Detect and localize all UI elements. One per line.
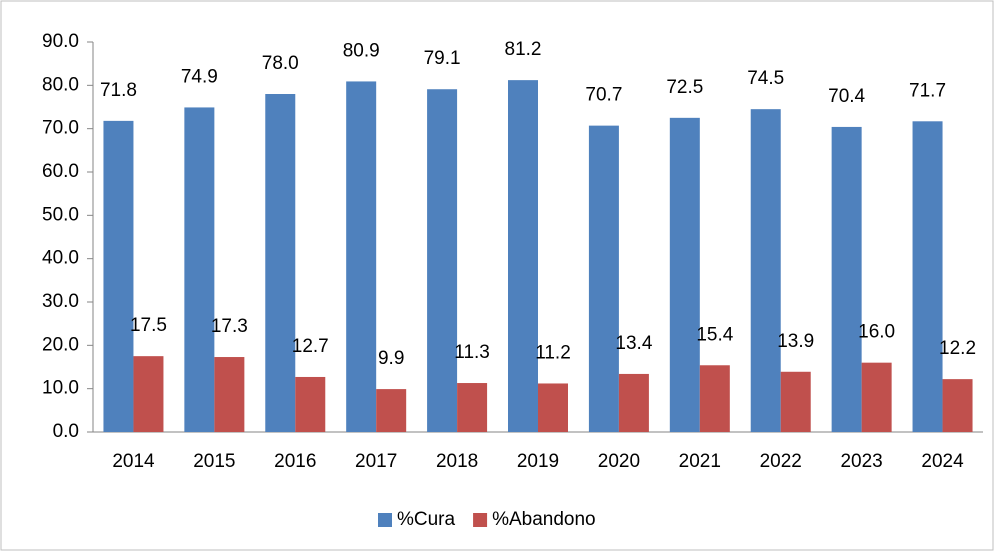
- legend-swatch: [473, 513, 488, 527]
- y-tick-label: 40.0: [42, 248, 79, 269]
- value-label: 74.5: [747, 68, 784, 89]
- x-tick-label: 2018: [436, 451, 478, 472]
- bar: [861, 362, 892, 432]
- legend-label: %Cura: [397, 509, 456, 530]
- y-tick-label: 10.0: [42, 378, 79, 399]
- bar: [214, 357, 245, 432]
- x-tick-label: 2014: [112, 451, 155, 472]
- bar: [588, 125, 619, 432]
- value-label: 72.5: [666, 77, 703, 98]
- y-tick-label: 90.0: [42, 31, 79, 52]
- bar: [457, 383, 488, 432]
- value-label: 11.2: [535, 342, 571, 363]
- value-label: 80.9: [343, 40, 380, 61]
- bar: [427, 89, 458, 432]
- bar: [265, 94, 296, 432]
- bar: [538, 383, 568, 432]
- bar: [780, 371, 811, 432]
- legend-swatch: [378, 513, 392, 527]
- value-label: 9.9: [378, 348, 404, 369]
- value-label: 11.3: [454, 342, 490, 363]
- bar: [184, 107, 215, 432]
- x-tick-label: 2023: [840, 451, 882, 472]
- y-tick-label: 50.0: [42, 204, 79, 225]
- value-label: 17.5: [130, 315, 167, 336]
- x-tick-label: 2016: [274, 451, 316, 472]
- bar: [831, 126, 862, 432]
- bar: [618, 373, 649, 432]
- x-tick-label: 2024: [921, 451, 964, 472]
- bar: [376, 389, 407, 432]
- bar: [750, 109, 781, 433]
- value-label: 71.8: [100, 80, 137, 101]
- bar: [942, 379, 973, 432]
- bar: [133, 356, 164, 432]
- value-label: 16.0: [858, 322, 895, 343]
- value-label: 13.4: [615, 333, 652, 354]
- value-label: 78.0: [262, 53, 299, 74]
- y-tick-label: 70.0: [42, 118, 79, 139]
- bar: [346, 81, 377, 432]
- x-tick-label: 2017: [355, 451, 397, 472]
- value-label: 12.2: [939, 338, 976, 359]
- value-label: 70.4: [828, 86, 865, 107]
- x-tick-label: 2020: [598, 451, 640, 472]
- y-tick-label: 0.0: [53, 421, 79, 442]
- value-label: 13.9: [777, 331, 814, 352]
- y-tick-label: 80.0: [42, 74, 79, 95]
- value-label: 12.7: [292, 336, 329, 357]
- bar: [508, 80, 538, 432]
- value-label: 70.7: [585, 85, 622, 106]
- value-label: 81.2: [505, 39, 542, 60]
- y-tick-label: 20.0: [42, 334, 79, 355]
- bar: [295, 376, 326, 432]
- x-tick-label: 2015: [193, 451, 235, 472]
- value-label: 79.1: [424, 48, 461, 69]
- bar: [699, 365, 730, 432]
- x-tick-label: 2019: [517, 451, 559, 472]
- legend-label: %Abandono: [492, 509, 596, 530]
- value-label: 17.3: [211, 316, 248, 337]
- x-tick-label: 2022: [760, 451, 802, 472]
- bar: [103, 120, 134, 432]
- value-label: 71.7: [909, 80, 946, 101]
- value-label: 15.4: [696, 324, 733, 345]
- x-tick-label: 2021: [679, 451, 721, 472]
- bar: [669, 117, 700, 432]
- value-label: 74.9: [181, 66, 218, 87]
- bar: [912, 121, 943, 433]
- y-tick-label: 30.0: [42, 291, 79, 312]
- y-tick-label: 60.0: [42, 161, 79, 182]
